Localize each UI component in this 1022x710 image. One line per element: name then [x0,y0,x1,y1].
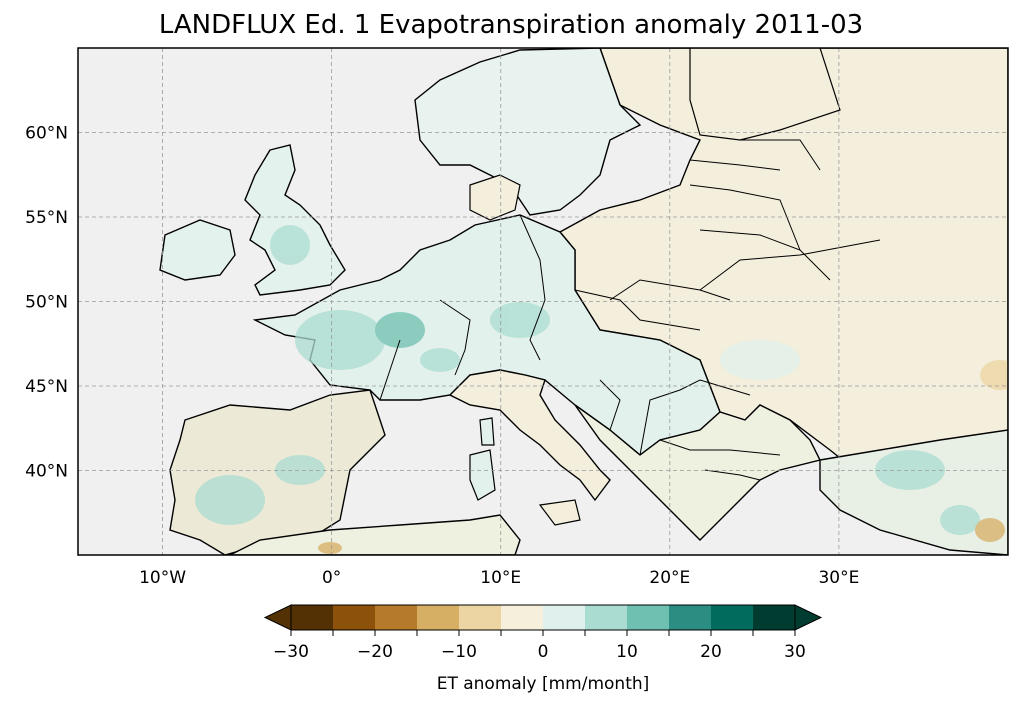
longitude-labels: 10°W 0° 10°E 20°E 30°E [139,568,859,588]
lon-tick-label: 30°E [818,568,859,588]
colorbar-tick-label: 10 [616,642,638,662]
colorbar-segment [585,605,628,630]
gridlines [78,48,1008,555]
lat-tick-label: 60°N [25,124,68,144]
latitude-labels: 60°N 55°N 50°N 45°N 40°N [25,124,68,482]
lat-tick-label: 50°N [25,293,68,313]
colorbar-extend-min [263,604,292,631]
lon-tick-label: 0° [322,568,341,588]
colorbar-segment [333,605,376,630]
colorbar-tick-label: 20 [700,642,722,662]
map-frame [77,47,1009,556]
colorbar-segment [417,605,460,630]
land-finland [689,48,841,141]
land-scandinavia [414,48,642,216]
colorbar-segment [375,605,418,630]
land-sicily [538,499,581,526]
land-corsica [479,417,495,446]
land-great-britain [244,144,346,296]
land-sardinia [469,449,496,501]
anomaly-patches [195,225,1008,554]
land-italy [448,369,611,502]
colorbar-segment [669,605,712,630]
colorbar-segment [543,605,586,630]
land-balkans [574,404,822,541]
land-layer [159,48,1008,555]
colorbar-tick-label: 30 [784,642,806,662]
lat-tick-label: 55°N [25,208,68,228]
colorbar-extend-max [794,604,823,631]
colorbar-segment [627,605,670,630]
map-title: LANDFLUX Ed. 1 Evapotranspiration anomal… [158,10,864,40]
colorbar-segment [291,605,334,630]
land-north-africa [229,514,521,555]
country-borders [379,139,881,481]
lat-tick-label: 45°N [25,377,68,397]
lon-tick-label: 10°E [480,568,521,588]
colorbar-tick-label: −20 [357,642,393,662]
colorbar-tick-label: −10 [441,642,477,662]
colorbar-segment [753,605,796,630]
colorbar-segment [711,605,754,630]
lat-tick-label: 40°N [25,462,68,482]
colorbar-label: ET anomaly [mm/month] [436,674,650,694]
colorbar-segment [459,605,502,630]
colorbar: −30 −20 −10 0 10 20 30 [263,604,823,662]
colorbar-segment [501,605,544,630]
lon-tick-label: 10°W [139,568,186,588]
colorbar-tick-label: 0 [538,642,549,662]
land-ireland [159,219,236,281]
colorbar-tick-label: −30 [273,642,309,662]
lon-tick-label: 20°E [649,568,690,588]
land-denmark [469,174,521,221]
